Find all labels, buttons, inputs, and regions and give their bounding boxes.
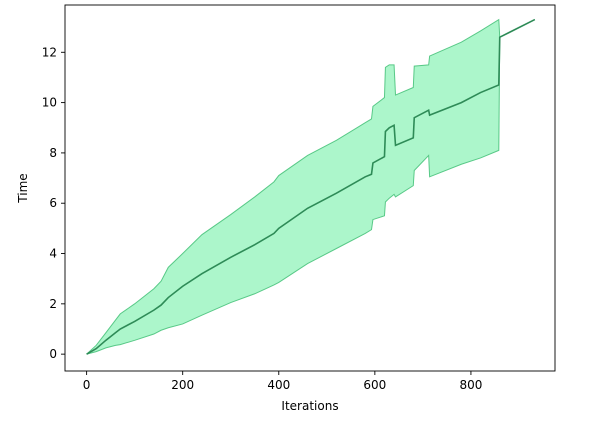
x-tick-label: 200 xyxy=(171,378,194,392)
series-line-0 xyxy=(86,18,536,355)
y-tick-label: 6 xyxy=(49,196,57,210)
series-line-layer xyxy=(86,18,536,355)
y-tick-label: 12 xyxy=(42,45,57,59)
x-tick-label: 0 xyxy=(83,378,91,392)
x-tick-label: 600 xyxy=(363,378,386,392)
x-axis-label: Iterations xyxy=(281,399,338,413)
y-tick-label: 10 xyxy=(42,96,57,110)
axes-frame xyxy=(64,4,556,372)
axes: 0 200 400 600 800 0 2 4 6 8 10 12 xyxy=(42,4,556,392)
y-tick-label: 8 xyxy=(49,146,57,160)
y-tick-label: 2 xyxy=(49,297,57,311)
y-axis-label: Time xyxy=(16,173,30,203)
x-tick-label: 800 xyxy=(459,378,482,392)
y-tick-label: 0 xyxy=(49,347,57,361)
y-tick-label: 4 xyxy=(49,247,57,261)
x-tick-label: 400 xyxy=(267,378,290,392)
